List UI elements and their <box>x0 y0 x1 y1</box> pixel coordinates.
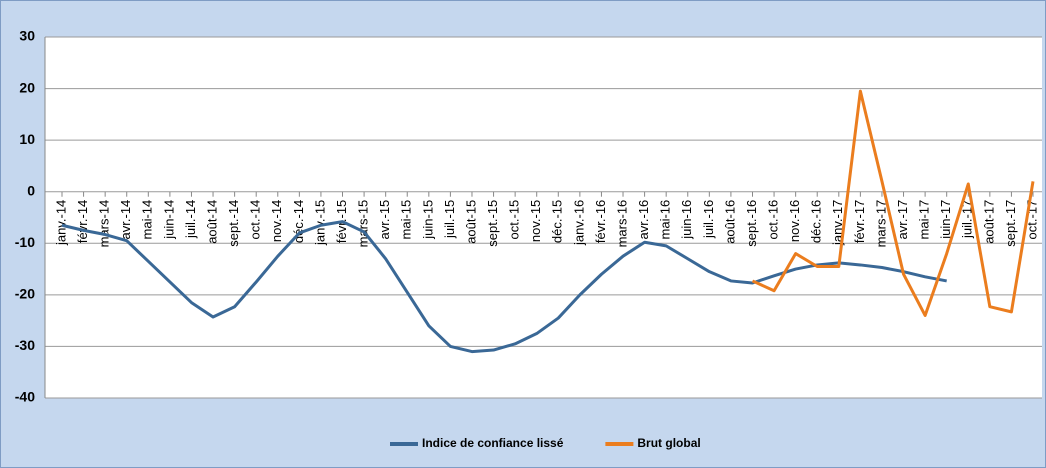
x-tick-label: août-16 <box>722 200 737 244</box>
y-tick-label: -40 <box>15 389 35 405</box>
x-tick-label: août-15 <box>463 200 478 244</box>
x-tick-label: oct.-14 <box>248 200 263 240</box>
x-tick-label: mars-17 <box>873 200 888 248</box>
x-tick-label: juil.-17 <box>960 200 975 239</box>
x-tick-label: mai-16 <box>658 200 673 240</box>
x-tick-label: sept.-15 <box>485 200 500 247</box>
x-tick-label: mai-17 <box>917 200 932 240</box>
legend-label: Brut global <box>637 436 700 450</box>
x-tick-label: déc.-15 <box>550 200 565 243</box>
series-line <box>751 89 1035 317</box>
x-tick-label: mars-16 <box>614 200 629 248</box>
x-tick-label: janv.-14 <box>53 200 68 246</box>
series-line <box>61 220 947 354</box>
x-tick-label: avr.-16 <box>636 200 651 240</box>
x-tick-label: sept.-14 <box>226 200 241 247</box>
x-tick-label: nov.-15 <box>528 200 543 242</box>
x-tick-label: sept.-17 <box>1003 200 1018 247</box>
y-tick-label: -20 <box>15 286 35 302</box>
x-tick-label: juil.-16 <box>701 200 716 239</box>
x-tick-label: août-17 <box>981 200 996 244</box>
x-tick-label: janv.-15 <box>312 200 327 246</box>
x-tick-label: févr.-14 <box>75 200 90 243</box>
y-tick-label: 0 <box>27 182 35 198</box>
legend-label: Indice de confiance lissé <box>422 436 564 450</box>
x-tick-label: mars-15 <box>356 200 371 248</box>
x-tick-label: nov.-14 <box>269 200 284 242</box>
x-tick-label: févr.-17 <box>852 200 867 243</box>
x-tick-label: juil.-15 <box>442 200 457 239</box>
x-tick-label: janv.-16 <box>571 200 586 246</box>
x-tick-label: juin-16 <box>679 200 694 240</box>
x-tick-label: oct.-15 <box>507 200 522 240</box>
x-tick-label: juil.-14 <box>183 200 198 239</box>
x-tick-label: avr.-15 <box>377 200 392 240</box>
x-tick-label: mai-15 <box>399 200 414 240</box>
y-tick-label: -10 <box>15 234 35 250</box>
x-tick-label: mai-14 <box>140 200 155 240</box>
x-tick-label: avr.-14 <box>118 200 133 240</box>
plot-area <box>45 37 1042 398</box>
x-tick-label: août-14 <box>204 200 219 244</box>
x-tick-label: mars-14 <box>97 200 112 248</box>
x-tick-label: déc.-14 <box>291 200 306 243</box>
x-tick-label: juin-14 <box>161 200 176 240</box>
y-tick-label: 20 <box>19 79 35 95</box>
x-tick-label: sept.-16 <box>744 200 759 247</box>
x-tick-label: oct.-16 <box>766 200 781 240</box>
x-tick-label: avr.-17 <box>895 200 910 240</box>
x-tick-label: nov.-16 <box>787 200 802 242</box>
x-tick-label: juin-17 <box>938 200 953 240</box>
x-tick-label: déc.-16 <box>809 200 824 243</box>
y-tick-label: -30 <box>15 337 35 353</box>
x-tick-label: févr.-16 <box>593 200 608 243</box>
y-tick-label: 10 <box>19 131 35 147</box>
x-tick-label: juin-15 <box>420 200 435 240</box>
y-tick-label: 30 <box>19 28 35 44</box>
